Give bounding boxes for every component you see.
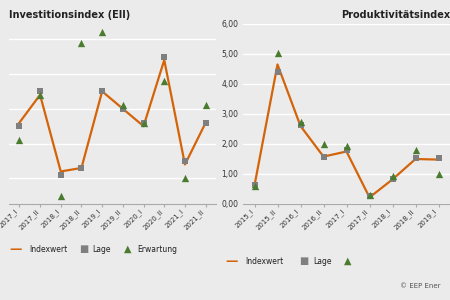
- Text: Lage: Lage: [92, 244, 111, 253]
- Point: [343, 143, 350, 148]
- Point: [99, 30, 106, 34]
- Text: Indexwert: Indexwert: [29, 244, 68, 253]
- Text: Erwartung: Erwartung: [137, 244, 177, 253]
- Point: [320, 142, 327, 146]
- Point: [320, 154, 327, 159]
- Point: [389, 176, 396, 181]
- Point: [412, 155, 419, 160]
- Point: [435, 172, 442, 176]
- Point: [366, 193, 373, 197]
- Text: Investitionsindex (EII): Investitionsindex (EII): [9, 11, 130, 20]
- Text: —: —: [225, 254, 238, 268]
- Point: [251, 184, 258, 188]
- Point: [119, 103, 126, 108]
- Point: [161, 54, 168, 59]
- Point: [412, 148, 419, 152]
- Point: [140, 120, 147, 125]
- Text: Lage: Lage: [313, 256, 331, 266]
- Point: [16, 138, 23, 142]
- Text: ▲: ▲: [344, 256, 352, 266]
- Point: [181, 176, 189, 181]
- Point: [57, 172, 64, 177]
- Point: [57, 194, 64, 198]
- Text: ▲: ▲: [124, 244, 131, 254]
- Point: [78, 40, 85, 45]
- Point: [366, 193, 373, 198]
- Point: [389, 173, 396, 178]
- Text: Indexwert: Indexwert: [245, 256, 284, 266]
- Point: [36, 92, 44, 97]
- Point: [274, 70, 281, 74]
- Point: [274, 50, 281, 55]
- Text: Produktivitätsindex: Produktivitätsindex: [341, 11, 450, 20]
- Point: [343, 148, 350, 152]
- Point: [16, 124, 23, 129]
- Point: [99, 89, 106, 94]
- Point: [297, 122, 304, 127]
- Point: [36, 89, 44, 94]
- Point: [140, 120, 147, 125]
- Text: ■: ■: [299, 256, 309, 266]
- Point: [119, 106, 126, 111]
- Point: [202, 103, 209, 108]
- Point: [78, 166, 85, 170]
- Point: [297, 120, 304, 125]
- Text: —: —: [9, 242, 22, 256]
- Point: [435, 156, 442, 161]
- Point: [202, 120, 209, 125]
- Text: © EEP Ener: © EEP Ener: [400, 283, 441, 289]
- Text: ■: ■: [79, 244, 88, 254]
- Point: [161, 79, 168, 83]
- Point: [251, 183, 258, 188]
- Point: [181, 159, 189, 164]
